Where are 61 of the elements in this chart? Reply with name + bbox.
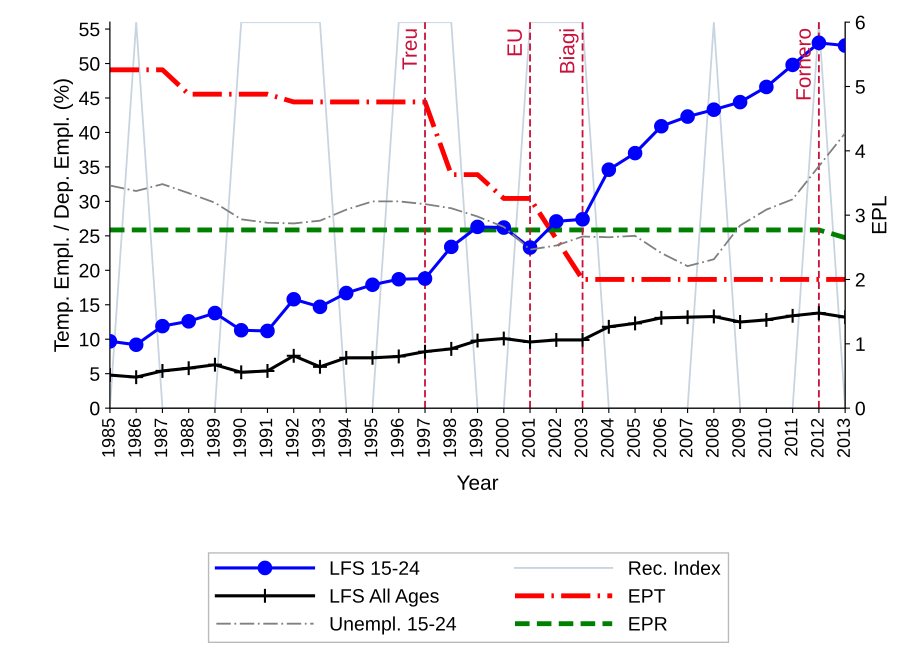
ref-line-label: Fornero — [796, 28, 811, 100]
y-tick-label: 20 — [80, 264, 100, 278]
x-tick-label: 1986 — [128, 418, 142, 457]
y2-tick-label: 2 — [856, 272, 865, 287]
x-tick-label: 2012 — [810, 418, 824, 458]
y-tick-label: 10 — [80, 332, 100, 346]
x-tick-label: 1991 — [260, 418, 272, 457]
ref-line-label: Biagi — [559, 29, 579, 73]
y-tick-label: 0 — [90, 402, 100, 416]
y-tick-label: 35 — [79, 160, 100, 174]
y-tick-label: 45 — [79, 92, 100, 106]
x-tick-label: 1994 — [338, 418, 352, 457]
ref-line-label: EU — [507, 30, 522, 56]
ref-line-label: Treu — [402, 29, 417, 70]
legend-label: Unempl. 15-24 — [330, 616, 456, 634]
x-tick-label: 2008 — [706, 418, 719, 458]
x-tick-label: 1989 — [207, 418, 220, 457]
y-tick-label: 30 — [79, 194, 100, 209]
legend-label: EPR — [629, 617, 667, 630]
y-tick-label: 50 — [79, 56, 100, 71]
x-tick-label: 1987 — [154, 418, 168, 457]
x-tick-label: 1993 — [312, 418, 325, 457]
x-tick-label: 2010 — [758, 418, 772, 458]
y2-tick-label: 4 — [855, 144, 866, 158]
y2-tick-label: 0 — [856, 402, 865, 416]
x-tick-label: 1996 — [390, 418, 404, 457]
y-axis-title: Temp. Empl. / Dep. Empl. (%) — [54, 79, 74, 352]
x-tick-label: 2000 — [496, 418, 509, 458]
legend-label: LFS All Ages — [330, 588, 439, 607]
y-tick-label: 5 — [90, 367, 100, 381]
x-tick-label: 2011 — [784, 418, 798, 456]
x-tick-label: 2005 — [627, 418, 640, 458]
y-tick-label: 25 — [80, 229, 100, 244]
x-tick-label: 1985 — [102, 418, 115, 457]
y2-tick-label: 5 — [856, 80, 865, 94]
legend-label: EPT — [629, 589, 666, 603]
x-tick-label: 2004 — [600, 418, 614, 458]
y2-tick-label: 1 — [856, 337, 865, 351]
x-tick-label: 2009 — [732, 418, 745, 458]
x-tick-label: 2003 — [574, 418, 588, 458]
x-tick-label: 1997 — [417, 418, 430, 457]
x-tick-label: 1988 — [180, 418, 194, 457]
x-tick-label: 1992 — [286, 418, 299, 457]
legend-label: Rec. Index — [629, 560, 720, 575]
y-tick-label: 40 — [79, 126, 100, 140]
y2-tick-label: 3 — [856, 208, 865, 222]
y-tick-label: 15 — [80, 298, 100, 312]
x-tick-label: 2007 — [680, 418, 692, 458]
x-tick-label: 1990 — [233, 418, 246, 457]
y2-tick-label: 6 — [856, 16, 865, 30]
y2-axis-title: EPL — [872, 196, 886, 234]
x-axis-title: Year — [456, 475, 498, 490]
legend-label: LFS 15-24 — [330, 561, 420, 575]
x-tick-label: 2013 — [837, 418, 850, 458]
x-tick-label: 1995 — [364, 418, 378, 457]
x-tick-label: 1999 — [470, 418, 482, 457]
x-tick-label: 2006 — [653, 418, 666, 458]
x-tick-label: 2001 — [522, 418, 535, 458]
x-tick-label: 2002 — [548, 418, 562, 458]
x-tick-label: 1998 — [443, 418, 456, 457]
y-tick-label: 55 — [79, 22, 100, 36]
